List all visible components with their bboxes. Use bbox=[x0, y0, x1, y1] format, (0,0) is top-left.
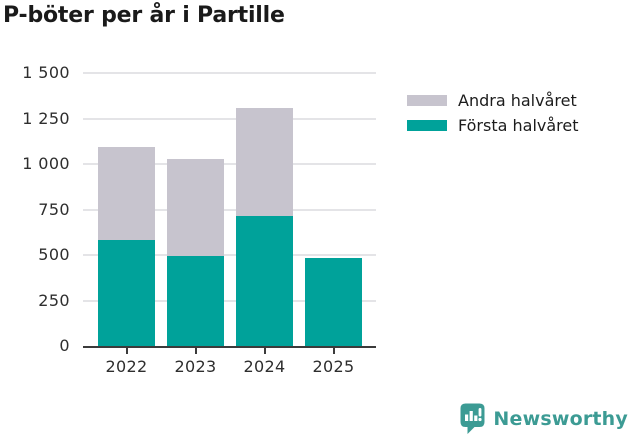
x-tick-label: 2022 bbox=[105, 357, 148, 376]
bar-segment-2024-Första halvåret bbox=[236, 215, 293, 346]
plot-area bbox=[83, 72, 376, 348]
y-tick-label: 1 500 bbox=[22, 63, 70, 82]
y-tick-label: 1 000 bbox=[22, 154, 70, 173]
x-tick-2024: 2024 bbox=[236, 348, 293, 376]
x-tick-label: 2024 bbox=[243, 357, 286, 376]
chart-title: P-böter per år i Partille bbox=[3, 3, 285, 28]
bar-2024 bbox=[236, 73, 293, 346]
bar-2022 bbox=[98, 73, 155, 346]
gridline bbox=[83, 117, 376, 120]
x-tick-label: 2025 bbox=[312, 357, 355, 376]
x-axis: 2022 2023 2024 2025 bbox=[83, 348, 376, 376]
bar-segment-2022-Andra halvåret bbox=[98, 146, 155, 241]
brand-footer: Newsworthy bbox=[460, 403, 628, 435]
bars-container bbox=[83, 73, 376, 346]
legend-label: Andra halvåret bbox=[458, 90, 577, 110]
legend-item: Andra halvåret bbox=[407, 91, 579, 110]
bar-segment-2024-Andra halvåret bbox=[236, 107, 293, 216]
y-axis-labels: 0 250 500 750 1 000 1 250 1 500 bbox=[0, 65, 70, 354]
bar-2023 bbox=[167, 73, 224, 346]
gridline bbox=[83, 72, 376, 74]
gridline bbox=[83, 254, 376, 257]
newsworthy-logo-icon bbox=[460, 403, 485, 435]
bar-segment-2025-Första halvåret bbox=[305, 257, 362, 346]
x-tick-2023: 2023 bbox=[167, 348, 224, 376]
gridline bbox=[83, 299, 376, 302]
legend-label: Första halvåret bbox=[458, 115, 579, 135]
x-tick-mark bbox=[194, 348, 197, 354]
y-tick-label: 250 bbox=[38, 290, 70, 310]
y-tick-label: 500 bbox=[38, 245, 70, 264]
x-tick-mark bbox=[125, 348, 128, 354]
legend-swatch bbox=[407, 120, 447, 131]
legend-item: Första halvåret bbox=[407, 116, 579, 135]
x-tick-2025: 2025 bbox=[305, 348, 362, 376]
x-tick-mark bbox=[263, 348, 266, 354]
bar-segment-2022-Första halvåret bbox=[98, 240, 155, 346]
bar-segment-2023-Första halvåret bbox=[167, 255, 224, 346]
gridline bbox=[83, 163, 376, 166]
bar-2025 bbox=[305, 73, 362, 346]
legend: Andra halvåret Första halvåret bbox=[407, 91, 579, 141]
x-tick-2022: 2022 bbox=[98, 348, 155, 376]
y-tick-label: 750 bbox=[38, 199, 70, 219]
x-tick-mark bbox=[332, 348, 335, 354]
y-tick-label: 1 250 bbox=[22, 108, 70, 128]
bar-segment-2023-Andra halvåret bbox=[167, 159, 224, 256]
gridline bbox=[83, 208, 376, 211]
y-tick-label: 0 bbox=[59, 336, 70, 355]
brand-name: Newsworthy bbox=[493, 408, 628, 430]
x-tick-label: 2023 bbox=[174, 357, 217, 376]
legend-swatch bbox=[407, 95, 447, 106]
